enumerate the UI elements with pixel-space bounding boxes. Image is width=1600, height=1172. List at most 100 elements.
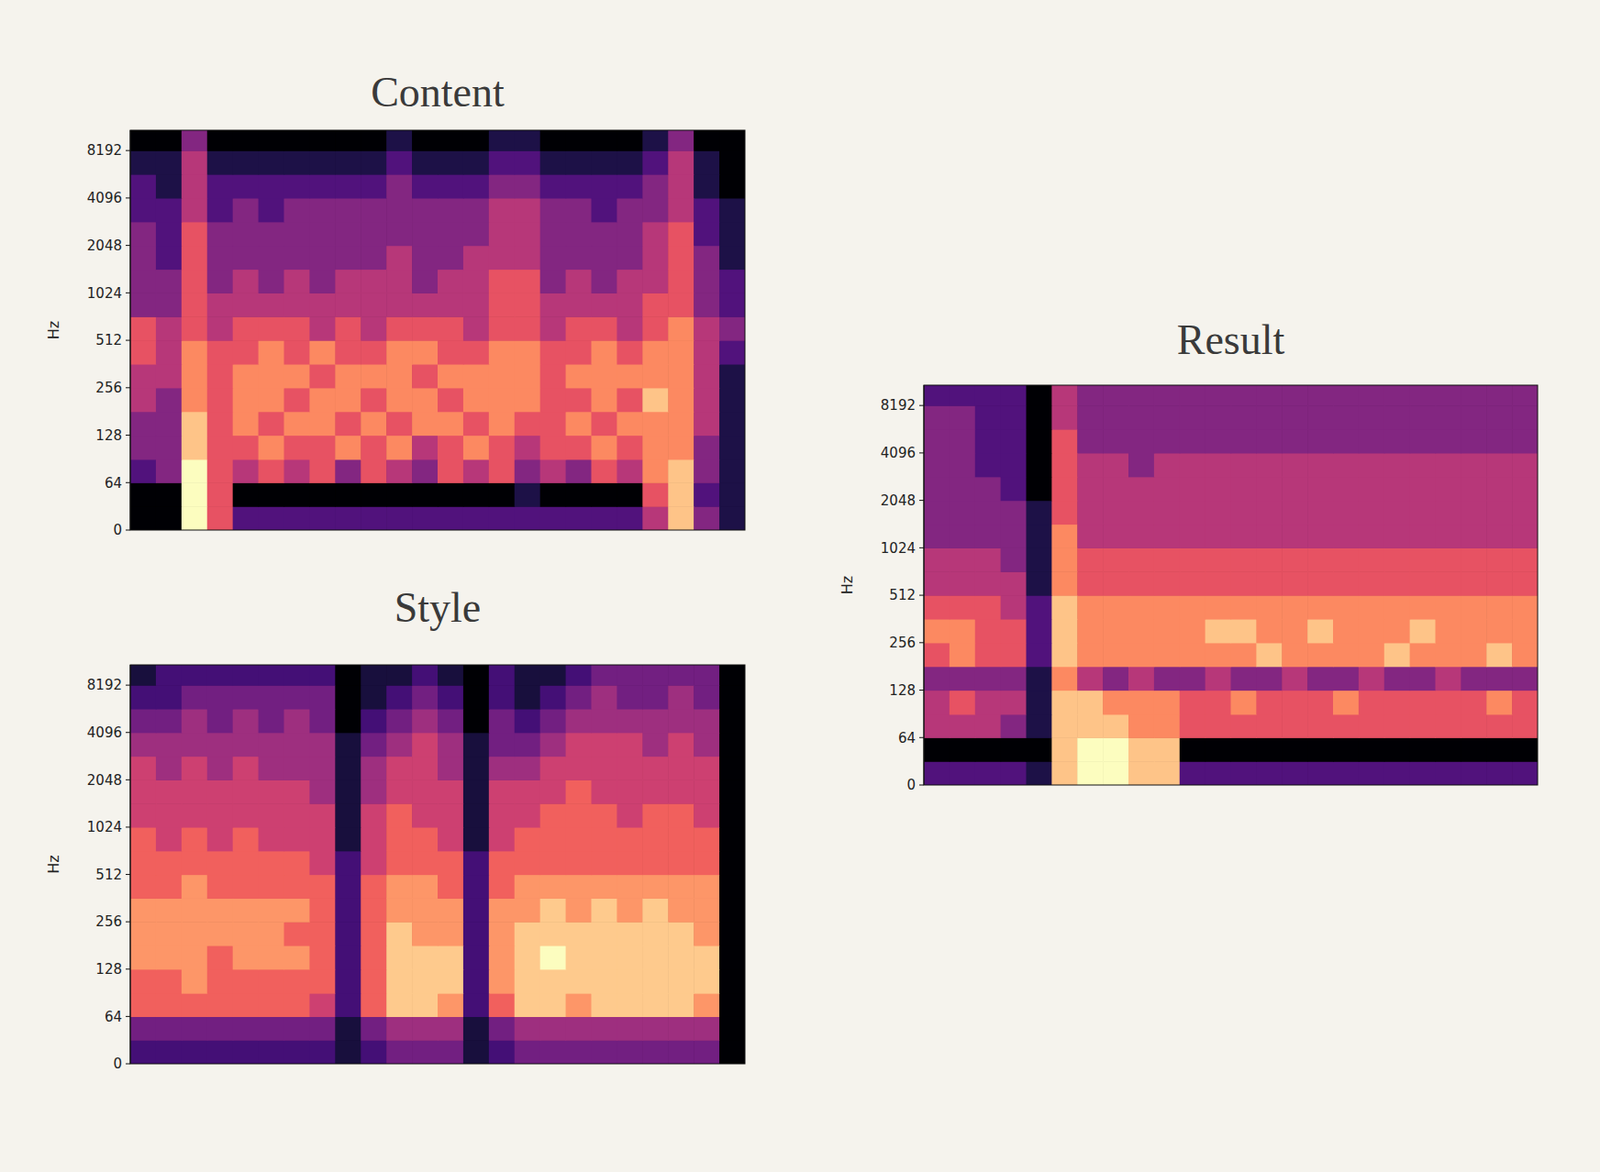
cell (334, 340, 362, 365)
cell (540, 875, 567, 900)
cell (514, 709, 542, 734)
cell (386, 685, 413, 710)
cell (566, 969, 593, 995)
y-tick-label: 64 (104, 475, 123, 492)
cell (1410, 571, 1436, 596)
cell (258, 316, 286, 341)
cell (463, 198, 490, 223)
cell (334, 685, 362, 710)
cell (949, 477, 976, 501)
cell (540, 435, 567, 461)
cell (591, 340, 619, 365)
cell (233, 150, 260, 175)
cell (1486, 690, 1512, 716)
cell (360, 1016, 388, 1041)
cell (284, 709, 312, 734)
cell (309, 945, 336, 970)
cell (463, 709, 490, 734)
cell (616, 685, 644, 710)
cell (130, 245, 157, 270)
y-tick-label: 4096 (880, 444, 916, 462)
cell (693, 1016, 721, 1041)
cell (155, 150, 183, 175)
cell (181, 733, 209, 757)
cell (540, 709, 567, 734)
cell (155, 340, 183, 365)
cell (693, 665, 721, 687)
cell (1384, 385, 1411, 407)
y-tick-label: 8192 (87, 142, 123, 159)
cell (130, 150, 157, 175)
cell (591, 174, 619, 199)
y-tick-label: 0 (112, 1055, 123, 1073)
frame (130, 665, 745, 1065)
cell (334, 150, 362, 175)
cell (207, 851, 234, 876)
cell (1410, 737, 1436, 762)
background (0, 0, 1600, 1172)
cell (642, 779, 669, 804)
cell (258, 898, 286, 923)
cell (923, 595, 950, 620)
cell (1410, 714, 1436, 739)
cell (437, 851, 465, 876)
cell (1281, 429, 1308, 454)
cell (591, 245, 619, 270)
cell (540, 388, 567, 412)
y-axis-line (130, 130, 132, 531)
cell (207, 993, 234, 1018)
cell (923, 477, 950, 501)
cell (719, 733, 745, 757)
cell (616, 898, 644, 923)
cell (233, 709, 260, 734)
cell (667, 665, 695, 687)
cell (463, 945, 490, 970)
y-tick-label: 4096 (87, 724, 123, 742)
cell (1435, 500, 1462, 525)
cell (130, 685, 157, 710)
cell (1486, 714, 1512, 739)
cell (923, 385, 950, 407)
cell (334, 222, 362, 246)
cell (1051, 477, 1078, 501)
cell (693, 993, 721, 1018)
cell (1281, 571, 1308, 596)
cell (923, 547, 950, 572)
cell (719, 756, 745, 781)
cell (207, 174, 234, 199)
cell (488, 945, 516, 970)
cell (1307, 571, 1334, 596)
cell (1000, 500, 1027, 525)
cell (463, 340, 490, 365)
cell (1281, 595, 1308, 620)
cell (386, 993, 413, 1018)
cell (719, 222, 745, 246)
cell (411, 364, 439, 389)
cell (1460, 385, 1487, 407)
cell (719, 945, 745, 970)
cell (130, 268, 157, 293)
cell (1026, 477, 1053, 501)
cell (309, 969, 336, 995)
cell (360, 506, 388, 531)
cell (514, 922, 542, 946)
cell (1307, 405, 1334, 430)
cell (1051, 385, 1078, 407)
cell (642, 364, 669, 389)
cell (181, 827, 209, 852)
cell (360, 245, 388, 270)
cell (360, 388, 388, 412)
cell (437, 803, 465, 828)
spectrogram-chart: 0641282565121024204840968192HzContent (44, 68, 746, 539)
cell (719, 198, 745, 223)
cell (1077, 523, 1103, 548)
cell (642, 316, 669, 341)
cell (1410, 523, 1436, 548)
cell (1435, 385, 1462, 407)
cell (616, 340, 644, 365)
cell (1255, 595, 1282, 620)
cell (488, 506, 516, 531)
cell (1077, 666, 1103, 691)
cell (360, 482, 388, 507)
cell (1358, 547, 1385, 572)
